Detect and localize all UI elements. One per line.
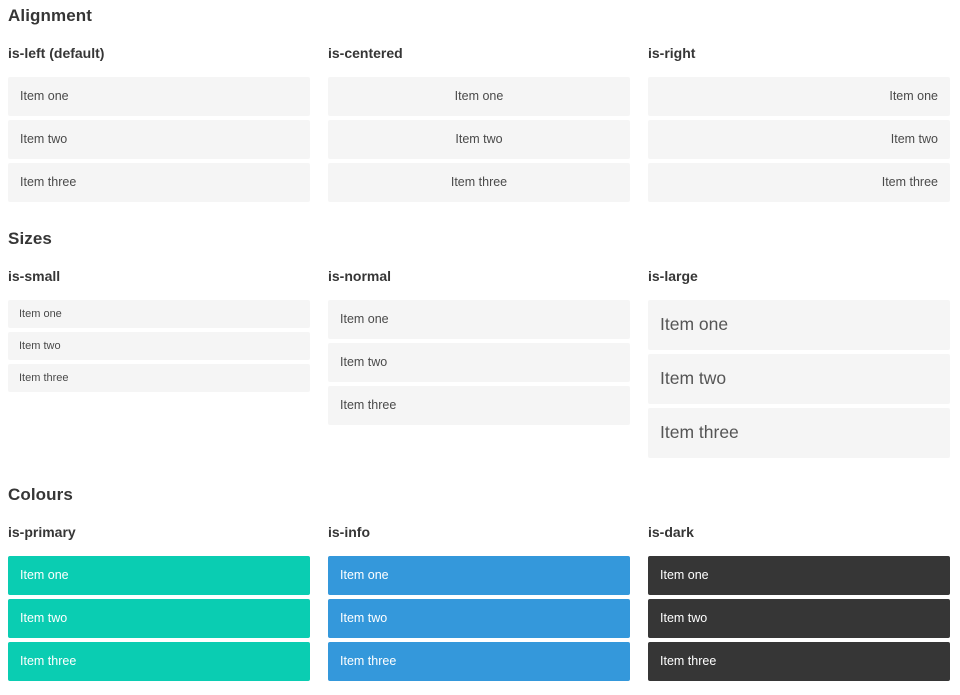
list-item[interactable]: Item one [8, 77, 310, 116]
list-item[interactable]: Item three [328, 163, 630, 202]
list-item[interactable]: Item two [8, 332, 310, 360]
list-is-primary: Item one Item two Item three [8, 556, 310, 681]
sizes-demo-grid: is-small Item one Item two Item three is… [8, 249, 950, 462]
variant-heading: is-primary [8, 524, 76, 540]
list-item[interactable]: Item two [328, 343, 630, 382]
column-is-dark: is-dark Item one Item two Item three [648, 505, 950, 685]
list-item[interactable]: Item one [8, 556, 310, 595]
list-item[interactable]: Item one [648, 300, 950, 350]
list-is-left: Item one Item two Item three [8, 77, 310, 202]
list-is-info: Item one Item two Item three [328, 556, 630, 681]
list-item[interactable]: Item one [328, 556, 630, 595]
column-is-right: is-right Item one Item two Item three [648, 26, 950, 206]
list-is-large: Item one Item two Item three [648, 300, 950, 458]
variant-heading: is-left (default) [8, 45, 105, 61]
column-is-centered: is-centered Item one Item two Item three [328, 26, 630, 206]
list-item[interactable]: Item three [8, 364, 310, 392]
variant-heading: is-right [648, 45, 696, 61]
list-is-right: Item one Item two Item three [648, 77, 950, 202]
variant-heading: is-large [648, 268, 698, 284]
section-title: Alignment [8, 6, 93, 25]
list-item[interactable]: Item one [648, 77, 950, 116]
list-item[interactable]: Item two [8, 120, 310, 159]
list-item[interactable]: Item one [648, 556, 950, 595]
list-item[interactable]: Item three [328, 642, 630, 681]
list-item[interactable]: Item one [328, 77, 630, 116]
list-is-normal: Item one Item two Item three [328, 300, 630, 425]
list-item[interactable]: Item three [648, 642, 950, 681]
column-is-info: is-info Item one Item two Item three [328, 505, 630, 685]
list-is-small: Item one Item two Item three [8, 300, 310, 392]
list-is-dark: Item one Item two Item three [648, 556, 950, 681]
list-item[interactable]: Item two [648, 599, 950, 638]
list-item[interactable]: Item one [328, 300, 630, 339]
list-item[interactable]: Item two [8, 599, 310, 638]
list-is-centered: Item one Item two Item three [328, 77, 630, 202]
variant-heading: is-info [328, 524, 370, 540]
list-item[interactable]: Item two [648, 354, 950, 404]
variant-heading: is-dark [648, 524, 694, 540]
section-title: Sizes [8, 229, 52, 248]
section-title: Colours [8, 485, 73, 504]
list-item[interactable]: Item two [328, 599, 630, 638]
list-item[interactable]: Item one [8, 300, 310, 328]
list-item[interactable]: Item three [648, 408, 950, 458]
column-is-small: is-small Item one Item two Item three [8, 249, 310, 396]
colours-demo-grid: is-primary Item one Item two Item three … [8, 505, 950, 685]
column-is-normal: is-normal Item one Item two Item three [328, 249, 630, 429]
list-item[interactable]: Item three [8, 163, 310, 202]
column-is-large: is-large Item one Item two Item three [648, 249, 950, 462]
alignment-demo-grid: is-left (default) Item one Item two Item… [8, 26, 950, 206]
list-item[interactable]: Item three [648, 163, 950, 202]
column-is-primary: is-primary Item one Item two Item three [8, 505, 310, 685]
list-item[interactable]: Item three [8, 642, 310, 681]
list-item[interactable]: Item two [328, 120, 630, 159]
variant-heading: is-centered [328, 45, 403, 61]
list-item[interactable]: Item three [328, 386, 630, 425]
section-colours: Colours is-primary Item one Item two Ite… [8, 483, 950, 685]
section-sizes: Sizes is-small Item one Item two Item th… [8, 227, 950, 462]
list-item[interactable]: Item two [648, 120, 950, 159]
column-is-left: is-left (default) Item one Item two Item… [8, 26, 310, 206]
variant-heading: is-small [8, 268, 61, 284]
variant-heading: is-normal [328, 268, 392, 284]
section-alignment: Alignment is-left (default) Item one Ite… [8, 4, 950, 206]
